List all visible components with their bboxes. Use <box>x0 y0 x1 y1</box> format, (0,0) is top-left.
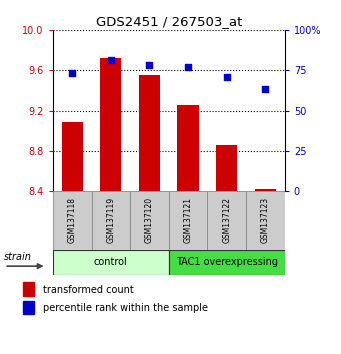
Bar <box>23 301 34 314</box>
Bar <box>130 191 169 250</box>
Text: GSM137122: GSM137122 <box>222 198 231 243</box>
Text: GSM137121: GSM137121 <box>183 198 193 243</box>
Point <box>70 70 75 76</box>
Title: GDS2451 / 267503_at: GDS2451 / 267503_at <box>95 15 242 28</box>
Text: control: control <box>94 257 128 267</box>
Point <box>224 74 229 80</box>
Bar <box>255 189 276 191</box>
Text: percentile rank within the sample: percentile rank within the sample <box>43 303 208 313</box>
Bar <box>139 75 160 191</box>
Text: GSM137119: GSM137119 <box>106 197 115 244</box>
Text: GSM137123: GSM137123 <box>261 197 270 244</box>
Bar <box>53 250 169 275</box>
Bar <box>91 191 130 250</box>
Bar <box>169 191 207 250</box>
Point <box>263 86 268 92</box>
Text: transformed count: transformed count <box>43 285 134 295</box>
Bar <box>169 250 285 275</box>
Point <box>147 62 152 68</box>
Point <box>186 64 191 70</box>
Text: strain: strain <box>4 252 32 262</box>
Bar <box>61 122 83 191</box>
Bar <box>53 191 91 250</box>
Text: GSM137120: GSM137120 <box>145 197 154 244</box>
Bar <box>207 191 246 250</box>
Point <box>108 57 114 63</box>
Bar <box>216 145 237 191</box>
Bar <box>177 104 199 191</box>
Bar <box>100 58 121 191</box>
Bar <box>246 191 285 250</box>
Text: GSM137118: GSM137118 <box>68 198 77 243</box>
Bar <box>23 282 34 296</box>
Text: TAC1 overexpressing: TAC1 overexpressing <box>176 257 278 267</box>
